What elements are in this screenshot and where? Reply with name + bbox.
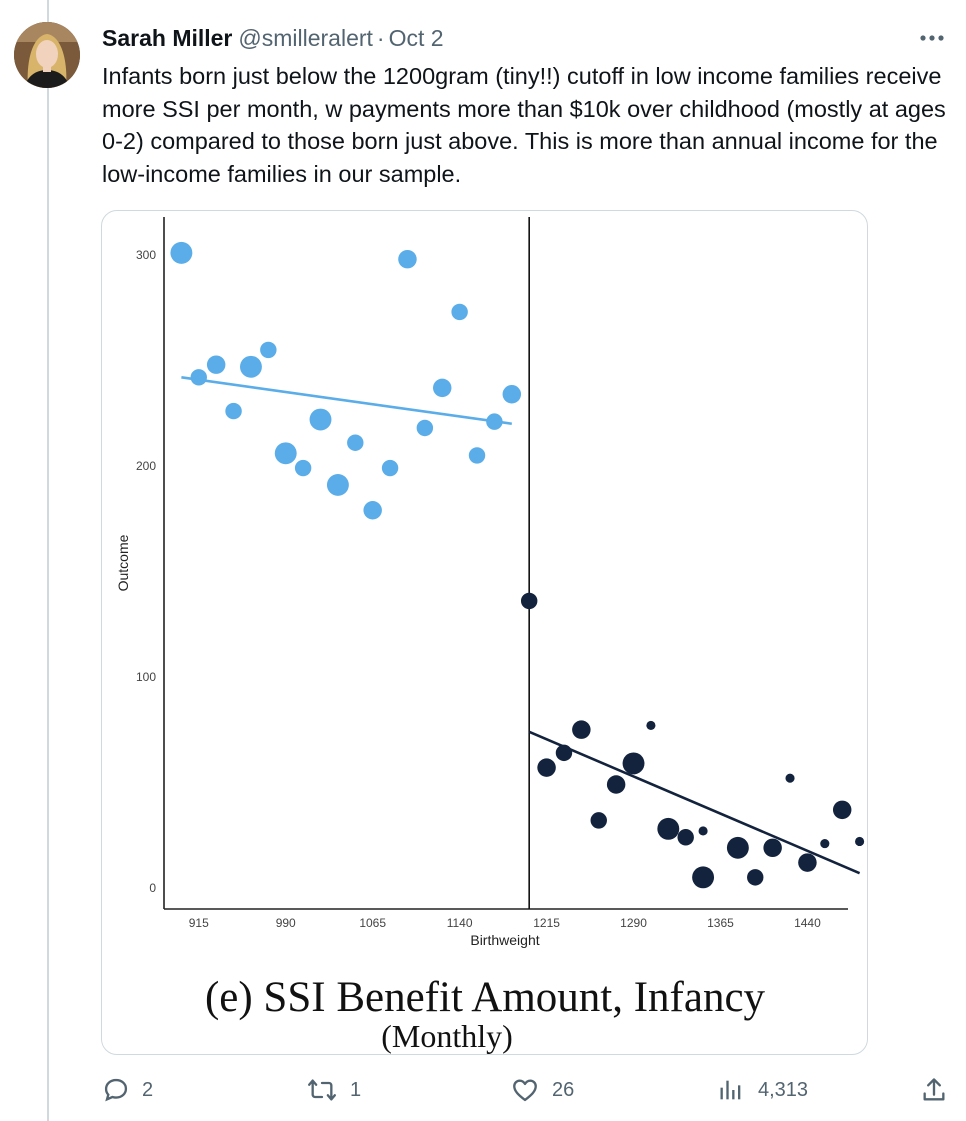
data-point-below bbox=[170, 241, 193, 264]
data-point-above bbox=[520, 592, 538, 610]
more-options-button[interactable] bbox=[918, 26, 946, 50]
data-point-above bbox=[785, 773, 795, 783]
x-tick-label: 1290 bbox=[620, 916, 647, 930]
data-point-above bbox=[677, 829, 694, 846]
chart-title: (e) SSI Benefit Amount, Infancy bbox=[205, 974, 766, 1021]
x-tick-label: 1065 bbox=[359, 916, 386, 930]
data-point-above bbox=[763, 838, 782, 858]
x-axis-label: Birthweight bbox=[470, 932, 539, 948]
data-point-above bbox=[590, 812, 607, 829]
data-point-below bbox=[239, 355, 262, 378]
data-point-below bbox=[190, 369, 207, 386]
author-name[interactable]: Sarah Miller bbox=[102, 24, 233, 51]
data-point-below bbox=[381, 459, 399, 477]
data-point-above bbox=[606, 775, 626, 794]
tweet-media-chart[interactable]: 915 990 1065 1140 1215 1290 1365 1440 0 100 200 300… bbox=[101, 210, 868, 1055]
repost-button[interactable]: 1 bbox=[306, 1070, 361, 1110]
data-point-above bbox=[692, 866, 715, 889]
data-point-above bbox=[622, 752, 645, 775]
chart-svg: 915 990 1065 1140 1215 1290 1365 1440 0 100 200 300… bbox=[115, 217, 865, 1054]
share-button[interactable] bbox=[920, 1070, 960, 1110]
repost-icon bbox=[307, 1079, 336, 1101]
y-tick-label: 300 bbox=[136, 248, 156, 262]
data-point-below bbox=[468, 447, 486, 464]
data-point-below bbox=[294, 459, 312, 477]
x-tick-label: 1365 bbox=[707, 916, 734, 930]
avatar-image bbox=[14, 22, 80, 88]
avatar[interactable] bbox=[14, 22, 80, 88]
x-tick-label: 1215 bbox=[533, 916, 560, 930]
data-point-above bbox=[572, 720, 591, 739]
data-point-below bbox=[502, 384, 522, 404]
tweet-header: Sarah Miller @smilleralert · Oct 2 bbox=[102, 22, 444, 54]
chart-subtitle: (Monthly) bbox=[381, 1018, 513, 1054]
x-tick-label: 1140 bbox=[447, 916, 473, 930]
like-button[interactable]: 26 bbox=[510, 1070, 574, 1110]
data-point-above bbox=[832, 800, 852, 820]
data-point-above bbox=[555, 744, 573, 762]
y-tick-label: 0 bbox=[149, 881, 156, 895]
data-point-below bbox=[260, 341, 277, 359]
view-count: 4,313 bbox=[758, 1078, 809, 1101]
more-horizontal-icon bbox=[920, 35, 944, 41]
thread-line bbox=[47, 0, 49, 1121]
data-point-above bbox=[537, 758, 556, 777]
reply-icon bbox=[104, 1078, 128, 1102]
separator-dot: · bbox=[376, 24, 385, 51]
data-point-below bbox=[451, 303, 468, 321]
reply-count: 2 bbox=[142, 1078, 154, 1101]
heart-icon bbox=[513, 1079, 537, 1102]
data-point-below bbox=[363, 501, 382, 520]
y-tick-label: 100 bbox=[136, 670, 156, 684]
x-tick-label: 990 bbox=[276, 916, 296, 930]
tweet-actions: 2 1 26 4,313 bbox=[0, 1070, 966, 1110]
data-point-below bbox=[206, 355, 226, 374]
y-tick-label: 200 bbox=[136, 459, 156, 473]
data-point-above bbox=[820, 839, 830, 849]
data-point-above bbox=[698, 826, 708, 836]
data-point-above bbox=[646, 720, 656, 731]
data-point-above bbox=[657, 817, 680, 840]
data-point-above bbox=[855, 836, 865, 847]
data-point-below bbox=[486, 413, 503, 430]
data-point-below bbox=[347, 434, 364, 451]
data-point-below bbox=[274, 442, 297, 465]
views-button[interactable]: 4,313 bbox=[716, 1070, 808, 1110]
x-tick-label: 915 bbox=[189, 916, 209, 930]
share-icon bbox=[923, 1078, 945, 1101]
data-point-above bbox=[798, 853, 817, 872]
data-point-above bbox=[726, 836, 749, 859]
x-tick-label: 1440 bbox=[794, 916, 821, 930]
fit-line-below bbox=[181, 376, 512, 426]
y-axis-label: Outcome bbox=[115, 534, 131, 591]
like-count: 26 bbox=[552, 1078, 575, 1101]
author-handle[interactable]: @smilleralert bbox=[238, 24, 373, 51]
data-point-below bbox=[416, 419, 434, 437]
data-point-above bbox=[747, 869, 764, 886]
data-point-below bbox=[398, 249, 417, 269]
repost-count: 1 bbox=[350, 1078, 362, 1101]
views-chart-icon bbox=[720, 1080, 741, 1100]
fit-line-above bbox=[528, 730, 861, 875]
data-point-below bbox=[309, 408, 332, 431]
reply-button[interactable]: 2 bbox=[102, 1070, 153, 1110]
tweet-text: Infants born just below the 1200gram (ti… bbox=[102, 63, 946, 187]
data-point-below bbox=[326, 473, 349, 496]
data-point-below bbox=[433, 378, 452, 398]
data-point-below bbox=[225, 402, 242, 420]
tweet-date[interactable]: Oct 2 bbox=[388, 24, 444, 51]
